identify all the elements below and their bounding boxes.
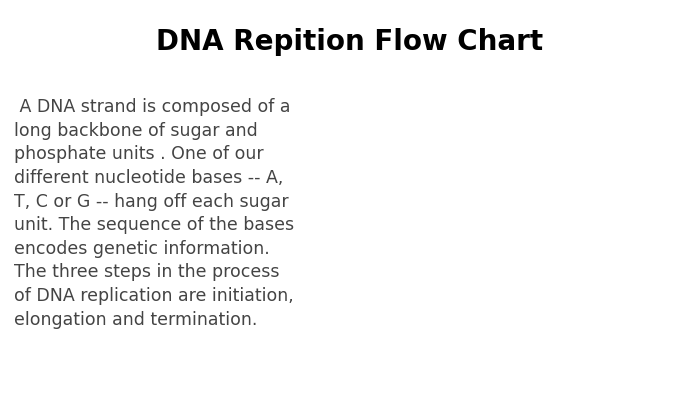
Text: DNA Repition Flow Chart: DNA Repition Flow Chart bbox=[156, 28, 544, 55]
Text: A DNA strand is composed of a
long backbone of sugar and
phosphate units . One o: A DNA strand is composed of a long backb… bbox=[14, 98, 294, 329]
